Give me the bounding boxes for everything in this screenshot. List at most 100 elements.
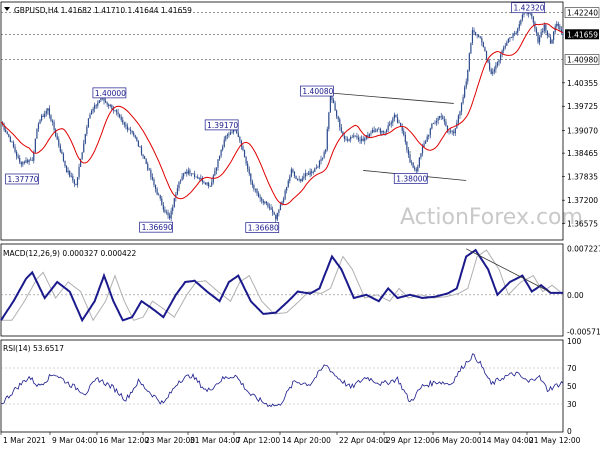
candle-body xyxy=(112,109,114,111)
candle-body xyxy=(151,176,154,180)
candle-body xyxy=(45,110,47,114)
candle-body xyxy=(220,149,222,156)
candle-body xyxy=(184,171,186,174)
candle-body xyxy=(173,197,175,208)
candle-body xyxy=(262,200,264,203)
macd-tick-label: 0.007227 xyxy=(567,245,600,254)
candle-body xyxy=(72,176,74,181)
candle-body xyxy=(206,182,208,185)
candle-body xyxy=(61,151,63,154)
candle-body xyxy=(147,163,149,170)
candle-body xyxy=(275,214,277,220)
candle-body xyxy=(109,105,111,107)
candle-body xyxy=(9,136,11,142)
candle-body xyxy=(528,12,530,14)
candle-body xyxy=(251,181,253,186)
candle-body xyxy=(16,151,18,157)
candle-body xyxy=(346,139,349,141)
candle-body xyxy=(259,197,261,199)
candle-body xyxy=(414,167,416,170)
price-annotation-label: 1.37770 xyxy=(8,175,39,184)
candle-body xyxy=(314,168,316,172)
candle-body xyxy=(62,153,65,161)
candle-body xyxy=(67,171,69,173)
candle-body xyxy=(142,154,144,157)
candle-body xyxy=(73,180,75,185)
candle-body xyxy=(14,147,16,152)
candle-body xyxy=(439,116,441,119)
price-annotation-box xyxy=(139,221,173,233)
candle-body xyxy=(393,114,395,119)
candle-body xyxy=(181,176,183,181)
dropdown-triangle-icon xyxy=(4,7,10,11)
candle-body xyxy=(538,37,541,43)
candle-body xyxy=(225,135,227,140)
macd-tick-label: -0.005714 xyxy=(567,327,600,336)
candle-body xyxy=(115,110,118,113)
candle-body xyxy=(298,179,300,180)
candle-body xyxy=(401,126,403,131)
candle-body xyxy=(481,38,483,43)
candle-body xyxy=(499,54,502,61)
candle-body xyxy=(145,158,147,164)
candle-body xyxy=(154,184,157,190)
candle-body xyxy=(34,138,36,152)
candle-body xyxy=(431,123,433,129)
candle-body xyxy=(487,58,489,63)
candle-body xyxy=(464,87,466,98)
candle-body xyxy=(208,182,210,187)
candle-body xyxy=(443,119,445,122)
candle-body xyxy=(80,158,82,167)
price-annotation-label: 1.40000 xyxy=(95,89,126,98)
candle-body xyxy=(462,97,464,103)
price-title: GBPUSD,H4 1.41682 1.41710 1.41644 1.4165… xyxy=(14,6,192,15)
time-tick-label: 7 Apr 12:00 xyxy=(236,436,280,445)
candle-body xyxy=(460,102,463,112)
candle-body xyxy=(417,166,419,172)
candle-body xyxy=(158,194,160,196)
candle-body xyxy=(448,131,450,132)
candle-body xyxy=(69,171,71,177)
candle-body xyxy=(144,156,146,159)
moving-average-line xyxy=(0,23,564,206)
candle-body xyxy=(490,69,492,74)
candle-body xyxy=(198,178,200,180)
candle-body xyxy=(392,118,394,123)
candle-body xyxy=(300,179,302,182)
candle-body xyxy=(332,99,335,104)
candle-body xyxy=(222,146,224,150)
time-tick-label: 6 May 20:00 xyxy=(435,436,482,445)
candle-body xyxy=(31,159,33,161)
time-tick-label: 29 Apr 12:00 xyxy=(386,436,435,445)
price-annotation-box xyxy=(300,85,334,97)
candle-body xyxy=(385,130,388,133)
candle-body xyxy=(323,152,325,158)
candle-body xyxy=(459,111,461,116)
candle-body xyxy=(179,180,182,182)
candle-body xyxy=(131,130,133,133)
candle-body xyxy=(290,169,292,177)
candle-body xyxy=(159,195,161,199)
candle-body xyxy=(87,118,90,127)
candle-body xyxy=(359,139,361,141)
time-tick-label: 1 Mar 2021 xyxy=(3,436,46,445)
candle-body xyxy=(50,115,52,121)
candle-body xyxy=(264,201,266,203)
macd-line xyxy=(0,248,563,323)
candle-body xyxy=(442,116,444,120)
candle-body xyxy=(415,169,417,172)
candle-body xyxy=(420,153,422,158)
candle-body xyxy=(282,199,285,202)
level-price-tag xyxy=(564,54,600,65)
price-annotation-label: 1.39170 xyxy=(207,121,238,130)
candle-body xyxy=(334,103,336,111)
candle-body xyxy=(240,140,243,147)
candle-body xyxy=(531,13,533,17)
price-tick-label: 1.36575 xyxy=(567,219,598,228)
candle-body xyxy=(122,119,124,123)
candle-body xyxy=(5,129,7,133)
candle-body xyxy=(279,204,282,211)
rsi-panel xyxy=(0,353,564,408)
candle-body xyxy=(265,201,267,204)
candle-body xyxy=(200,177,202,180)
